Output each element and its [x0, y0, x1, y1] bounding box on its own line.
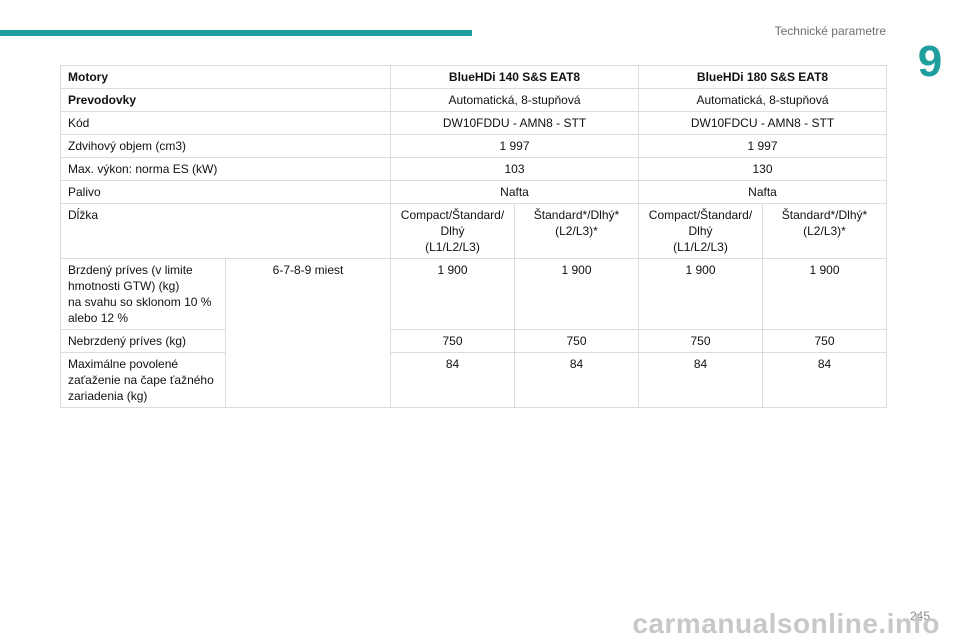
table-row-unbraked: Nebrzdený príves (kg) 750 750 750 750 — [60, 329, 887, 353]
table-cell: Štandard*/Dlhý* (L2/L3)* — [762, 203, 887, 259]
table-row-braked: Brzdený príves (v limite hmotnosti GTW) … — [60, 258, 887, 408]
cell-line: (L1/L2/L3) — [673, 240, 728, 254]
table-row-power: Max. výkon: norma ES (kW) 103 130 — [60, 157, 887, 181]
cell-line: Compact/Štandard/ — [400, 208, 505, 222]
table-cell: DW10FDCU - AMN8 - STT — [638, 111, 887, 135]
cell-line: Štandard*/Dlhý* — [533, 208, 620, 222]
row-label-braked-trailer: Brzdený príves (v limite hmotnosti GTW) … — [60, 258, 226, 330]
row-label-length: Dĺžka — [60, 203, 391, 259]
table-cell: 1 997 — [638, 134, 887, 158]
seats-cell: 6-7-8-9 miest — [225, 258, 391, 408]
row-label-displacement: Zdvihový objem (cm3) — [60, 134, 391, 158]
table-cell: Nafta — [390, 180, 639, 204]
table-cell: 84 — [762, 352, 887, 408]
cell-line: (L1/L2/L3) — [425, 240, 480, 254]
table-row-length: Dĺžka Compact/Štandard/ Dlhý (L1/L2/L3) … — [60, 203, 887, 259]
cell-line: na svahu so sklonom 10 % — [68, 295, 212, 309]
cell-line: Dlhý — [440, 224, 465, 238]
table-row-fuel: Palivo Nafta Nafta — [60, 180, 887, 204]
table-cell: 103 — [390, 157, 639, 181]
cell-line: Maximálne povolené — [68, 357, 179, 371]
table-cell: 1 900 — [514, 258, 639, 330]
page-number: 245 — [909, 609, 930, 623]
table-cell: 1 900 — [762, 258, 887, 330]
watermark: carmanualsonline.info — [632, 608, 940, 639]
row-label-power: Max. výkon: norma ES (kW) — [60, 157, 391, 181]
table-cell: Nafta — [638, 180, 887, 204]
table-cell: 750 — [514, 329, 639, 353]
table-row-engines: Motory BlueHDi 140 S&S EAT8 BlueHDi 180 … — [60, 65, 887, 89]
row-label-tow-load: Maximálne povolené zaťaženie na čape ťaž… — [60, 352, 226, 408]
table-cell: 750 — [390, 329, 515, 353]
table-cell: 750 — [638, 329, 763, 353]
cell-line: alebo 12 % — [68, 311, 129, 325]
row-label-code: Kód — [60, 111, 391, 135]
engine-180-header: BlueHDi 180 S&S EAT8 — [638, 65, 887, 89]
table-cell: Automatická, 8-stupňová — [390, 88, 639, 112]
row-label-gearbox: Prevodovky — [60, 88, 391, 112]
cell-line: Brzdený príves (v limite — [68, 263, 193, 277]
row-label-engines: Motory — [60, 65, 391, 89]
table-cell: 1 997 — [390, 134, 639, 158]
cell-line: hmotnosti GTW) (kg) — [68, 279, 180, 293]
chapter-number: 9 — [917, 37, 943, 86]
table-cell: 84 — [638, 352, 763, 408]
table-cell: 84 — [514, 352, 639, 408]
table-cell: 1 900 — [390, 258, 515, 330]
table-row-displacement: Zdvihový objem (cm3) 1 997 1 997 — [60, 134, 887, 158]
engine-140-header: BlueHDi 140 S&S EAT8 — [390, 65, 639, 89]
cell-line: zaťaženie na čape ťažného — [68, 373, 214, 387]
section-title: Technické parametre — [774, 24, 886, 38]
cell-line: (L2/L3)* — [803, 224, 846, 238]
table-row-tow-load: Maximálne povolené zaťaženie na čape ťaž… — [60, 352, 887, 408]
table-cell: 1 900 — [638, 258, 763, 330]
table-cell: Compact/Štandard/ Dlhý (L1/L2/L3) — [638, 203, 763, 259]
spec-table: Motory BlueHDi 140 S&S EAT8 BlueHDi 180 … — [60, 65, 887, 408]
section-accent-bar — [0, 30, 472, 36]
cell-line: Compact/Štandard/ — [648, 208, 753, 222]
row-label-fuel: Palivo — [60, 180, 391, 204]
table-row-code: Kód DW10FDDU - AMN8 - STT DW10FDCU - AMN… — [60, 111, 887, 135]
table-cell: Compact/Štandard/ Dlhý (L1/L2/L3) — [390, 203, 515, 259]
cell-line: Dlhý — [688, 224, 713, 238]
table-cell: Automatická, 8-stupňová — [638, 88, 887, 112]
row-label-unbraked-trailer: Nebrzdený príves (kg) — [60, 329, 226, 353]
cell-line: (L2/L3)* — [555, 224, 598, 238]
cell-line: Štandard*/Dlhý* — [781, 208, 868, 222]
table-cell: 84 — [390, 352, 515, 408]
cell-line: zariadenia (kg) — [68, 389, 148, 403]
table-cell: DW10FDDU - AMN8 - STT — [390, 111, 639, 135]
table-cell: Štandard*/Dlhý* (L2/L3)* — [514, 203, 639, 259]
table-cell: 750 — [762, 329, 887, 353]
table-row-gearbox: Prevodovky Automatická, 8-stupňová Autom… — [60, 88, 887, 112]
table-cell: 130 — [638, 157, 887, 181]
